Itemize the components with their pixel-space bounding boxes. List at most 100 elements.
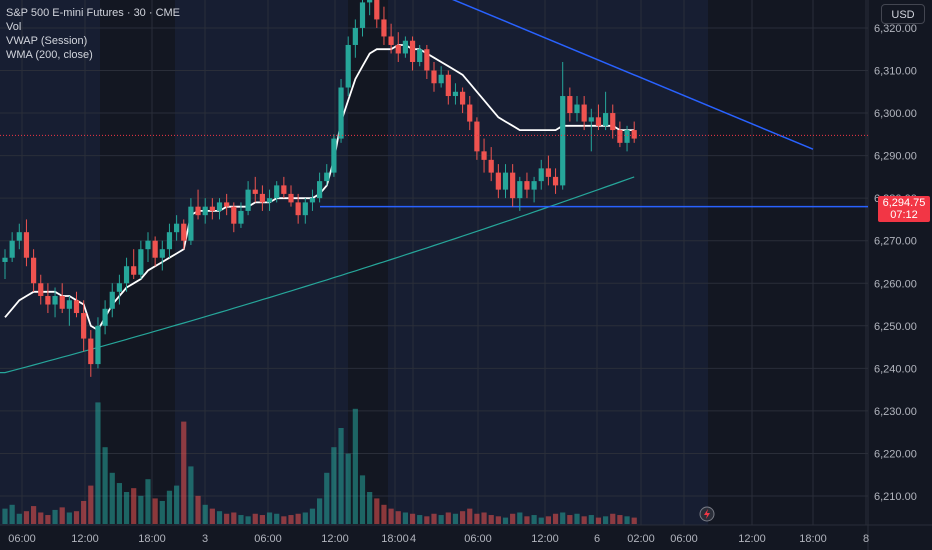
legend-indicator-wma[interactable]: WMA (200, close) [6, 49, 93, 61]
volume-bar [188, 466, 194, 524]
x-tick-label: 12:00 [321, 533, 349, 545]
y-tick-label: 6,250.00 [874, 321, 917, 333]
candle-body [588, 117, 594, 122]
candle-body [467, 104, 473, 122]
chart-legend: S&P 500 E-mini Futures · 30 · CME Vol VW… [6, 6, 180, 62]
volume-bar [624, 516, 630, 524]
last-price-label: 6,294.75 [882, 197, 926, 209]
volume-bar [81, 500, 87, 524]
legend-symbol[interactable]: S&P 500 E-mini Futures · 30 · CME [6, 7, 181, 19]
x-tick-label: 18:00 [799, 533, 827, 545]
candle-body [452, 91, 459, 97]
candle-body [445, 74, 451, 97]
y-tick-label: 6,290.00 [874, 151, 917, 163]
candle-body [438, 74, 444, 84]
candle-body [174, 223, 180, 233]
y-tick-label: 6,230.00 [874, 406, 917, 418]
candle-body [45, 296, 51, 305]
candle-body [252, 189, 258, 194]
candle-body [274, 185, 280, 199]
volume-bar [245, 516, 251, 524]
volume-bar [417, 515, 423, 524]
volume-bar [338, 428, 344, 524]
volume-bar [603, 516, 609, 524]
candle-body [388, 36, 394, 45]
volume-bar [331, 447, 337, 524]
volume-bar [460, 511, 466, 524]
candle-body [102, 308, 108, 326]
price-axis [868, 0, 932, 550]
candle-body [52, 296, 58, 305]
volume-bar [95, 402, 101, 524]
session-shade-0 [0, 0, 100, 525]
candle-body [567, 96, 573, 114]
currency-button[interactable]: USD [881, 4, 925, 24]
y-tick-label: 6,310.00 [874, 66, 917, 78]
volume-bar [402, 512, 408, 524]
volume-bar [388, 508, 394, 524]
volume-bar [588, 515, 594, 524]
legend-indicator-vwap[interactable]: VWAP (Session) [6, 35, 88, 47]
candle-body [245, 189, 251, 211]
candle-body [381, 19, 387, 37]
volume-bar [259, 515, 265, 524]
candle-body [531, 181, 537, 190]
candle-body [295, 202, 301, 216]
candle-body [481, 151, 487, 160]
candle-body [488, 159, 494, 173]
volume-bar [574, 513, 580, 524]
candle-body [338, 87, 344, 139]
volume-bar [174, 485, 180, 524]
x-tick-label: 4 [410, 533, 416, 545]
candle-body [116, 283, 122, 292]
candle-body [560, 96, 566, 186]
volume-bar [359, 475, 366, 524]
volume-bar [31, 506, 37, 524]
x-tick-label: 3 [202, 533, 208, 545]
volume-bar [352, 408, 358, 524]
candle-body [352, 27, 358, 45]
volume-bar [445, 512, 451, 524]
volume-bar [281, 516, 287, 524]
volume-bar [231, 512, 237, 524]
volume-bar [152, 498, 158, 524]
candle-body [188, 206, 194, 241]
volume-bar [123, 492, 130, 524]
volume-bar [202, 504, 208, 524]
x-tick-label: 12:00 [738, 533, 766, 545]
y-tick-label: 6,300.00 [874, 108, 917, 120]
candle-body [138, 249, 144, 275]
candle-body [131, 266, 137, 275]
countdown-label: 07:12 [890, 209, 918, 221]
candle-body [259, 193, 265, 203]
x-tick-label: 8 [863, 533, 869, 545]
legend-indicator-vol[interactable]: Vol [6, 21, 22, 33]
x-tick-label: 12:00 [531, 533, 559, 545]
volume-bar [374, 498, 380, 524]
volume-bar [538, 517, 544, 524]
volume-bar [295, 513, 301, 524]
candle-body [552, 176, 559, 186]
volume-bar [502, 517, 509, 524]
candle-body [73, 300, 80, 314]
volume-bar [560, 512, 566, 524]
candle-body [581, 104, 587, 122]
volume-bar [138, 495, 144, 524]
candle-body [431, 70, 437, 84]
session-shade-1 [175, 0, 348, 525]
volume-bar [159, 500, 165, 524]
candle-body [123, 266, 130, 284]
x-tick-label: 12:00 [71, 533, 99, 545]
volume-bar [431, 513, 437, 524]
y-tick-label: 6,220.00 [874, 448, 917, 460]
candle-body [517, 181, 523, 199]
volume-bar [66, 512, 72, 524]
volume-bar [424, 516, 430, 524]
candle-body [238, 210, 244, 224]
candle-body [2, 257, 8, 262]
candle-body [395, 44, 401, 54]
candle-body [66, 300, 72, 309]
x-tick-label: 06:00 [8, 533, 36, 545]
volume-bar [409, 513, 416, 524]
